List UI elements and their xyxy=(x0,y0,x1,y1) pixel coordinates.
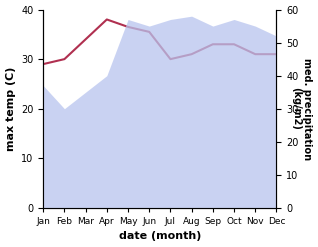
X-axis label: date (month): date (month) xyxy=(119,231,201,242)
Y-axis label: med. precipitation
(kg/m2): med. precipitation (kg/m2) xyxy=(291,58,313,160)
Y-axis label: max temp (C): max temp (C) xyxy=(5,66,16,151)
